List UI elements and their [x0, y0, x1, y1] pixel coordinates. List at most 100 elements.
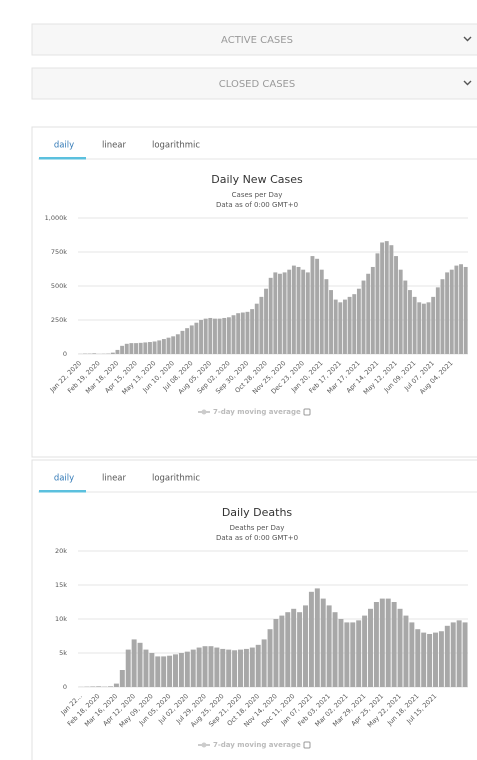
bar [134, 343, 138, 354]
bar [412, 296, 417, 354]
y-tick-label: 250k [51, 316, 67, 324]
bar [444, 625, 450, 687]
bar [149, 653, 155, 687]
bar [291, 265, 296, 354]
bar [190, 649, 196, 687]
tab[interactable]: linear [102, 474, 127, 484]
chart-subtitle: Deaths per Day [230, 524, 285, 532]
bar [332, 612, 338, 687]
y-tick-label: 750k [51, 248, 67, 256]
tab[interactable]: daily [54, 474, 74, 484]
bar [155, 656, 161, 687]
bar [319, 269, 324, 354]
active-cases-panel[interactable] [31, 23, 477, 56]
bar [273, 619, 279, 687]
bar [236, 313, 241, 354]
panel-label: ACTIVE CASES [221, 35, 293, 46]
bar [217, 318, 222, 354]
bar [343, 299, 347, 354]
bar [254, 303, 259, 354]
bar [315, 258, 320, 354]
bar [462, 622, 468, 687]
bar [397, 608, 403, 687]
bar [305, 272, 310, 354]
tab-underline [39, 490, 86, 493]
bar [426, 302, 431, 354]
bar [320, 598, 326, 687]
bar [180, 330, 185, 354]
bar [373, 602, 379, 687]
bar [213, 318, 217, 354]
bar [148, 342, 152, 354]
bar [189, 325, 194, 354]
bar [398, 269, 403, 354]
bar [326, 605, 332, 687]
bar [171, 336, 176, 354]
bar [120, 345, 125, 354]
tab[interactable]: logarithmic [152, 474, 200, 484]
tab-underline [39, 157, 86, 160]
bar [415, 629, 421, 687]
closed-cases-panel[interactable] [31, 67, 477, 100]
legend-label[interactable]: 7-day moving average [213, 741, 301, 749]
bar [222, 317, 227, 354]
bar [273, 272, 278, 354]
bar [173, 654, 178, 687]
bar [138, 342, 143, 354]
y-tick-label: 10k [55, 615, 67, 623]
bar [385, 598, 391, 687]
bar [314, 588, 320, 687]
bar [282, 272, 287, 354]
bar [96, 686, 102, 687]
bar [389, 245, 394, 354]
bar [167, 655, 173, 687]
bar [459, 264, 463, 354]
legend-icon-marker [201, 409, 207, 415]
bar [433, 632, 438, 687]
bar [427, 633, 433, 687]
bar [279, 615, 285, 687]
bar [370, 266, 375, 354]
bar [375, 253, 380, 354]
bar [362, 615, 368, 687]
chart-title: Daily Deaths [222, 506, 293, 519]
bar [445, 272, 450, 354]
bar [463, 266, 468, 354]
bar [264, 288, 268, 354]
tab[interactable]: linear [102, 141, 127, 151]
bar [278, 273, 282, 354]
tab[interactable]: logarithmic [152, 141, 200, 151]
y-tick-label: 5k [59, 649, 67, 657]
bar [450, 622, 456, 687]
bar [297, 612, 303, 687]
bar [115, 349, 120, 354]
bar [220, 648, 226, 687]
y-tick-label: 20k [55, 547, 67, 555]
y-tick-label: 15k [55, 581, 67, 589]
bar [380, 242, 385, 354]
legend-checkbox[interactable] [303, 408, 311, 416]
bar [456, 620, 462, 687]
bar [108, 686, 113, 687]
bar [384, 241, 389, 354]
bar [124, 343, 129, 354]
bar [421, 632, 427, 687]
bar [250, 309, 255, 354]
legend-label[interactable]: 7-day moving average [213, 408, 301, 416]
bar [184, 651, 190, 687]
bar [379, 598, 385, 687]
bar [267, 629, 273, 687]
legend-checkbox[interactable] [303, 741, 311, 749]
bar [90, 686, 96, 687]
bar [352, 294, 357, 354]
bar [403, 615, 409, 687]
bar [161, 339, 166, 354]
y-tick-label: 0 [63, 350, 67, 358]
bar [113, 683, 119, 687]
bar [408, 290, 412, 354]
bar [417, 302, 422, 354]
bar [185, 328, 190, 354]
tab[interactable]: daily [54, 141, 74, 151]
